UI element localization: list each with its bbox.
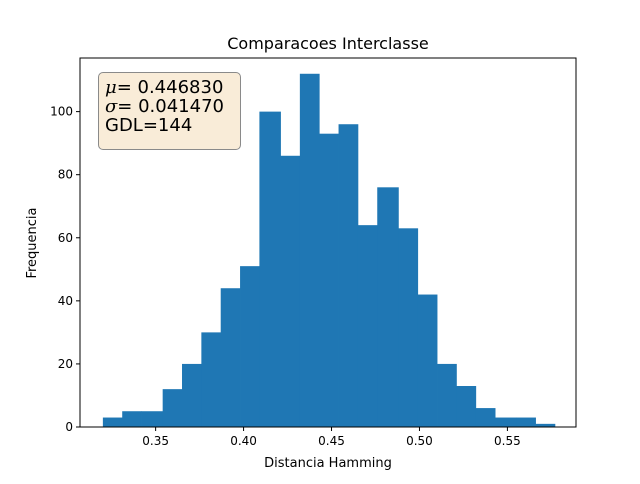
histogram-bar-16	[398, 228, 419, 427]
histogram-bar-3	[141, 411, 164, 427]
bars-layer	[102, 73, 556, 428]
histogram-bar-5	[182, 363, 202, 427]
x-tick-label: 0.35	[142, 434, 169, 448]
y-tick-label: 20	[58, 357, 73, 371]
histogram-bar-8	[240, 266, 260, 427]
histogram-bar-19	[456, 386, 477, 427]
y-tick-label: 0	[65, 420, 73, 434]
histogram-bar-23	[535, 423, 556, 427]
gdl-stat: GDL=144	[105, 115, 193, 136]
histogram-bar-7	[220, 288, 241, 427]
y-tick-label: 40	[58, 294, 73, 308]
x-tick-label: 0.55	[494, 434, 521, 448]
plot-frame	[79, 57, 577, 428]
histogram-bar-22	[516, 417, 536, 427]
histogram-bar-17	[417, 294, 438, 427]
y-tick-label: 60	[58, 231, 73, 245]
histogram-bar-20	[475, 408, 496, 427]
sigma-symbol: σ	[105, 96, 118, 117]
x-tick-label: 0.45	[318, 434, 345, 448]
y-axis-ticks: 0 20 40 60 80 100	[50, 105, 80, 434]
sigma-value: = 0.041470	[117, 96, 224, 117]
x-tick-label: 0.50	[406, 434, 433, 448]
x-tick-label: 0.40	[230, 434, 257, 448]
histogram-bar-10	[280, 155, 301, 427]
histogram-bar-1	[102, 417, 123, 427]
mu-symbol: μ	[105, 77, 117, 98]
histogram-bar-12	[319, 133, 339, 427]
y-tick-label: 100	[50, 105, 73, 119]
mu-value: = 0.446830	[116, 77, 224, 98]
histogram-bar-4	[162, 389, 183, 427]
histogram-bar-18	[437, 363, 457, 427]
std-stat: σ= 0.041470	[105, 97, 240, 116]
histogram-bar-2	[122, 411, 142, 427]
y-tick-label: 80	[58, 168, 73, 182]
histogram-bar-11	[299, 73, 320, 428]
mean-stat: μ= 0.446830	[105, 78, 240, 97]
y-axis-label: Frequencia	[25, 207, 40, 278]
x-axis-ticks: 0.35 0.40 0.45 0.50 0.55	[142, 427, 521, 448]
histogram-bar-15	[377, 187, 399, 427]
histogram-bar-14	[357, 225, 378, 427]
chart-title: Comparacoes Interclasse	[227, 34, 429, 53]
x-axis-label: Distancia Hamming	[264, 456, 392, 471]
histogram-bar-13	[338, 124, 359, 427]
stats-annotation-box: μ= 0.446830 σ= 0.041470 GDL=144	[98, 72, 241, 150]
histogram-bar-9	[259, 111, 281, 428]
histogram-bar-6	[201, 332, 222, 427]
histogram-bar-21	[495, 417, 517, 427]
